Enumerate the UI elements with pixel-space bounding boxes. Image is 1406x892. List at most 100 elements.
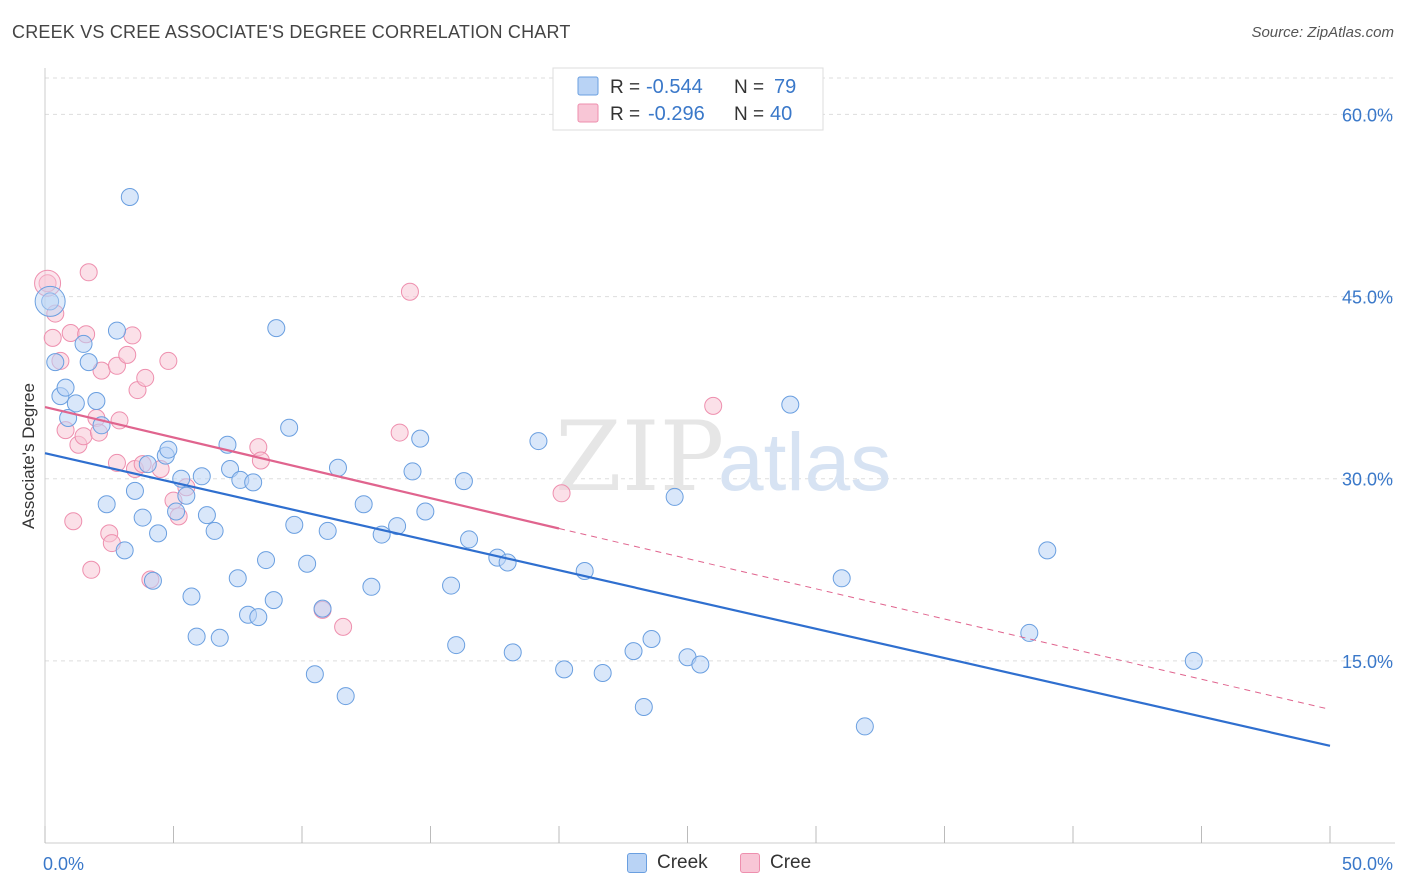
creek-point-67 [634, 698, 653, 716]
cree-point-25 [136, 368, 155, 387]
chart-title: CREEK VS CREE ASSOCIATE'S DEGREE CORRELA… [12, 22, 571, 42]
cree-point-0 [38, 274, 57, 293]
creek-point-53 [411, 429, 430, 448]
creek-point-39 [267, 319, 286, 338]
y-tick-label-2: 45.0% [1342, 288, 1393, 308]
creek-point-47 [336, 687, 355, 706]
creek-point-1 [46, 353, 65, 372]
stats-n-value-creek: 79 [774, 76, 796, 98]
creek-point-73 [832, 569, 851, 588]
axes [44, 68, 1395, 844]
watermark-atlas: atlas [718, 417, 891, 508]
cree-trend-extension [558, 528, 1331, 710]
creek-point-large [34, 285, 66, 317]
creek-point-76 [1038, 541, 1057, 560]
stats-r-label-cree: R = [610, 104, 640, 125]
stats-n-value-cree: 40 [770, 103, 792, 125]
creek-point-56 [447, 636, 466, 655]
source-label: Source: ZipAtlas.com [1251, 24, 1394, 41]
legend-label-creek: Creek [657, 852, 708, 873]
creek-point-37 [257, 551, 276, 570]
legend-item-creek: Creek [627, 852, 708, 874]
creek-point-13 [120, 188, 139, 206]
creek-point-35 [244, 473, 263, 492]
creek-point-40 [280, 418, 299, 437]
bottom-legend: Creek Cree [0, 852, 1406, 878]
creek-point-10 [97, 495, 116, 514]
creek-point-51 [388, 517, 407, 536]
creek-point-46 [328, 458, 347, 477]
creek-point-77 [1184, 651, 1203, 670]
creek-point-55 [442, 576, 461, 595]
creek-point-0 [41, 292, 60, 311]
creek-point-38 [264, 591, 283, 610]
creek-point-18 [149, 524, 168, 543]
cree-trend-line [44, 406, 560, 530]
creek-points [34, 188, 1203, 736]
creek-point-52 [403, 462, 422, 481]
y-axis-label: Associate's Degree [19, 383, 38, 529]
creek-point-44 [313, 599, 332, 618]
creek-point-17 [143, 571, 162, 590]
legend-label-cree: Cree [770, 852, 812, 873]
creek-point-3 [56, 378, 75, 397]
creek-point-63 [555, 660, 574, 679]
stats-n-label-creek: N = [734, 77, 764, 98]
creek-point-8 [87, 392, 106, 410]
creek-point-5 [66, 394, 85, 413]
creek-point-32 [228, 569, 247, 588]
cree-point-36 [390, 423, 409, 442]
creek-point-61 [503, 643, 522, 662]
legend-item-cree: Cree [740, 852, 811, 874]
creek-point-26 [192, 467, 211, 486]
creek-point-66 [624, 642, 643, 661]
stats-legend: R = -0.544 N = 79 R = -0.296 N = 40 [552, 67, 824, 131]
tick-labels: 15.0% 30.0% 45.0% 60.0% 0.0% 50.0% [43, 105, 1393, 874]
creek-point-24 [182, 587, 201, 606]
cree-point-35 [334, 617, 353, 636]
creek-point-54 [416, 502, 435, 521]
creek-point-23 [177, 486, 196, 505]
creek-point-65 [593, 664, 612, 682]
creek-point-12 [115, 541, 134, 560]
stats-r-label-creek: R = [610, 77, 640, 98]
cree-point-1 [43, 328, 62, 347]
y-tick-label-1: 30.0% [1342, 470, 1393, 490]
cree-point-20 [118, 345, 137, 364]
watermark-zip: ZIP [555, 401, 724, 513]
creek-point-42 [298, 554, 317, 573]
y-tick-label-3: 60.0% [1342, 105, 1393, 125]
cree-point-6 [64, 512, 83, 531]
creek-point-25 [187, 627, 206, 646]
creek-point-36 [249, 608, 268, 627]
creek-point-49 [362, 577, 381, 596]
cree-point-28 [159, 351, 178, 370]
creek-point-15 [133, 508, 152, 527]
y-tick-label-0: 15.0% [1342, 652, 1393, 672]
cree-point-10 [79, 263, 98, 282]
cree-point-39 [704, 396, 723, 415]
cree-point-38 [552, 484, 571, 503]
creek-point-7 [79, 353, 98, 372]
creek-point-29 [210, 628, 229, 647]
creek-point-71 [691, 655, 710, 674]
creek-point-48 [354, 495, 373, 514]
stats-r-value-cree: -0.296 [648, 103, 705, 125]
stats-r-value-creek: -0.544 [646, 76, 703, 98]
creek-point-75 [1020, 623, 1039, 642]
stats-swatch-creek [577, 76, 599, 96]
legend-swatch-creek [627, 853, 647, 873]
creek-point-21 [167, 502, 186, 521]
creek-point-45 [318, 521, 337, 540]
creek-point-74 [855, 717, 874, 736]
creek-point-72 [781, 395, 800, 414]
cree-point-8 [74, 427, 93, 446]
creek-point-68 [642, 630, 661, 648]
creek-point-11 [107, 321, 126, 340]
creek-point-43 [305, 665, 324, 684]
creek-point-6 [74, 334, 93, 353]
cree-point-11 [82, 560, 101, 579]
trend-lines [44, 406, 1331, 747]
creek-trend-line [44, 452, 1331, 747]
